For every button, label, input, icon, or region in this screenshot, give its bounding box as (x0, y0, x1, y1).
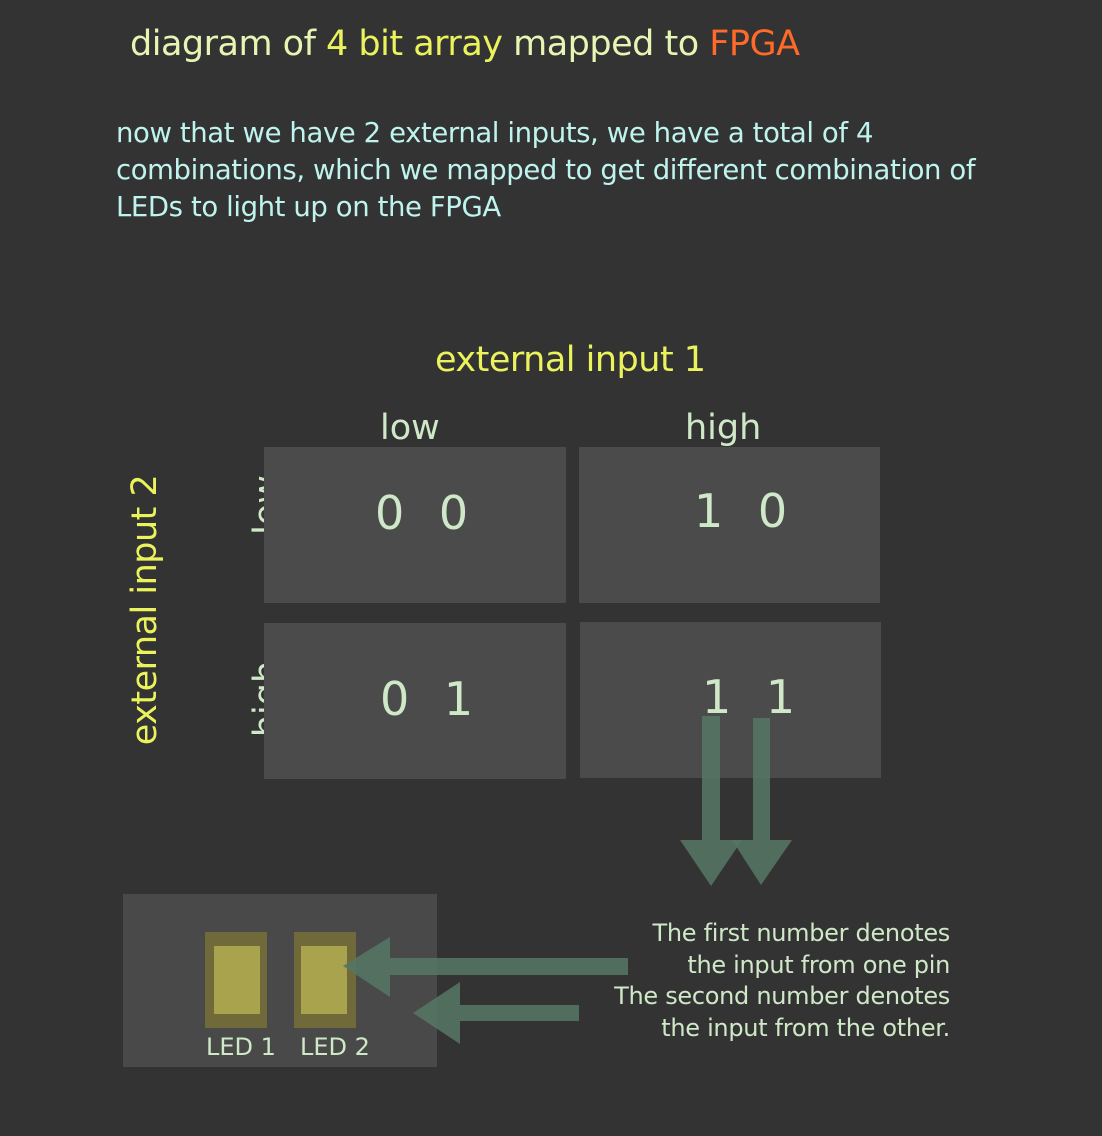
cell-value-01: 0 1 (380, 672, 484, 726)
left-arrow-icon (343, 937, 628, 997)
note-line: The first number denotes (652, 919, 951, 947)
external-input-1-label: external input 1 (435, 340, 706, 380)
left-arrow-icon (413, 982, 579, 1044)
title-text-2: mapped to (502, 24, 710, 64)
cell-value-10: 1 0 (694, 484, 798, 538)
led-1-icon (214, 946, 260, 1014)
cell-low-low (264, 447, 566, 603)
title-fpga: FPGA (709, 24, 800, 64)
note-line: The second number denotes (614, 982, 950, 1010)
led-2-label: LED 2 (300, 1033, 370, 1061)
title-highlight: 4 bit array (326, 24, 503, 64)
cell-value-11: 1 1 (702, 670, 806, 724)
column-label-low: low (380, 408, 440, 448)
title-text: diagram of (130, 24, 327, 64)
note-line: the input from one pin (687, 950, 950, 979)
intro-paragraph: now that we have 2 external inputs, we h… (116, 117, 976, 223)
note-line: the input from the other. (661, 1013, 950, 1042)
column-label-high: high (685, 408, 762, 448)
led-1-label: LED 1 (206, 1033, 276, 1061)
down-arrow-icon (680, 716, 742, 886)
diagram-title: diagram of 4 bit array mapped to FPGA (130, 24, 800, 64)
cell-high-high (580, 622, 881, 778)
cell-value-00: 0 0 (375, 486, 479, 540)
down-arrow-icon (732, 718, 792, 885)
cell-low-high (264, 623, 566, 779)
cell-high-low (579, 447, 880, 603)
explanation-note: The first number denotes the input from … (560, 918, 950, 1044)
led-2-icon (301, 946, 347, 1014)
